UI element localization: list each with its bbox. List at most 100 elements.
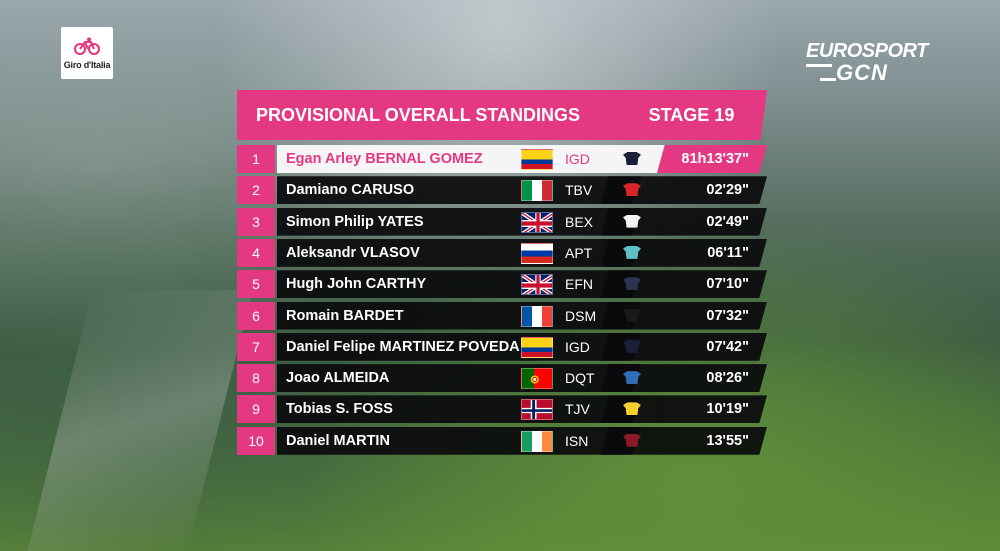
- country-flag-icon: [521, 274, 553, 296]
- rider-strip: [277, 207, 641, 236]
- logo-stripe: [820, 78, 836, 81]
- position-number: 2: [237, 176, 275, 205]
- standings-row: 4 Aleksandr VLASOV APT 06'11": [237, 238, 767, 267]
- gap-time: 13'55": [706, 432, 749, 449]
- team-jersey-icon: [623, 152, 641, 165]
- standings-row: 2 Damiano CARUSO TBV 02'29": [237, 176, 767, 205]
- gap-time: 81h13'37": [681, 151, 749, 167]
- rider-name: Aleksandr VLASOV: [286, 244, 420, 261]
- position-number: 4: [237, 238, 275, 267]
- position-number: 8: [237, 364, 275, 393]
- team-code: TJV: [565, 401, 590, 418]
- time-cell: [657, 176, 767, 205]
- rider-strip: [277, 364, 641, 393]
- rider-name: Daniel Felipe MARTINEZ POVEDA: [286, 338, 520, 355]
- team-code: ISN: [565, 432, 589, 449]
- time-cell: [657, 238, 767, 267]
- cyclist-icon: [74, 37, 100, 58]
- team-code: EFN: [565, 276, 593, 293]
- team-jersey-icon: [623, 308, 641, 322]
- rider-name: Hugh John CARTHY: [286, 276, 427, 293]
- team-jersey-icon: [623, 245, 641, 259]
- country-flag-icon: [521, 368, 553, 390]
- team-code: BEX: [565, 213, 594, 230]
- time-cell: [657, 145, 767, 173]
- stage-label: STAGE 19: [610, 90, 767, 140]
- country-flag-icon: [521, 211, 553, 233]
- gap-time: 10'19": [706, 401, 749, 418]
- giro-logo: Giro d'Italia: [61, 27, 113, 79]
- standings-row: 7 Daniel Felipe MARTINEZ POVEDA IGD 07'42": [237, 332, 767, 361]
- rider-strip: [277, 238, 641, 267]
- team-jersey-icon: [623, 277, 641, 291]
- country-flag-icon: [521, 399, 553, 421]
- giro-logo-text: Giro d'Italia: [63, 59, 111, 70]
- team-code: APT: [565, 244, 593, 261]
- time-cell: [657, 395, 767, 424]
- team-jersey-icon: [623, 339, 641, 353]
- time-cell: [657, 270, 767, 299]
- standings-row: 8 Joao ALMEIDA DQT 08'26": [237, 364, 767, 393]
- rider-name: Egan Arley BERNAL GOMEZ: [286, 151, 483, 167]
- standings-board: PROVISIONAL OVERALL STANDINGS STAGE 19 1…: [237, 90, 767, 460]
- rider-strip: [277, 426, 641, 455]
- rider-name: Daniel MARTIN: [286, 432, 390, 449]
- standings-row: 1 Egan Arley BERNAL GOMEZ IGD 81h13'37": [237, 145, 767, 173]
- rider-strip: [277, 301, 641, 330]
- standings-row: 6 Romain BARDET DSM 07'32": [237, 301, 767, 330]
- position-number: 7: [237, 332, 275, 361]
- country-flag-icon: [521, 180, 553, 202]
- gcn-logo-text: GCN: [836, 60, 888, 85]
- rider-name: Simon Philip YATES: [286, 213, 424, 230]
- position-number: 5: [237, 270, 275, 299]
- team-code: DSM: [565, 307, 597, 324]
- standings-row: 5 Hugh John CARTHY EFN 07'10": [237, 270, 767, 299]
- gap-time: 07'42": [706, 338, 749, 355]
- gap-time: 07'32": [706, 307, 749, 324]
- standings-row: 9 Tobias S. FOSS TJV 10'19": [237, 395, 767, 424]
- team-jersey-icon: [623, 214, 641, 228]
- standings-row: 3 Simon Philip YATES BEX 02'49": [237, 207, 767, 236]
- rider-strip: [277, 145, 641, 173]
- gap-time: 02'29": [706, 182, 749, 199]
- position-number: 9: [237, 395, 275, 424]
- gap-time: 06'11": [707, 244, 749, 261]
- time-cell: [657, 426, 767, 455]
- time-cell: [657, 301, 767, 330]
- time-cell: [657, 332, 767, 361]
- time-cell: [657, 364, 767, 393]
- country-flag-icon: [521, 336, 553, 358]
- gap-time: 02'49": [706, 213, 749, 230]
- rider-name: Romain BARDET: [286, 307, 404, 324]
- position-number: 10: [237, 426, 275, 455]
- position-number: 6: [237, 301, 275, 330]
- standings-row: 10 Daniel MARTIN ISN 13'55": [237, 426, 767, 455]
- team-jersey-icon: [623, 433, 641, 447]
- team-jersey-icon: [623, 183, 641, 197]
- gap-time: 07'10": [706, 276, 749, 293]
- country-flag-icon: [521, 149, 553, 170]
- position-number: 1: [237, 145, 275, 173]
- country-flag-icon: [521, 305, 553, 327]
- rider-name: Joao ALMEIDA: [286, 370, 390, 387]
- team-code: DQT: [565, 370, 595, 387]
- team-jersey-icon: [623, 371, 641, 385]
- rider-strip: [277, 270, 641, 299]
- eurosport-gcn-logo: EUROSPORT GCN: [806, 40, 938, 84]
- rider-strip: [277, 176, 641, 205]
- gap-time: 08'26": [706, 370, 749, 387]
- team-jersey-icon: [623, 402, 641, 416]
- country-flag-icon: [521, 242, 553, 264]
- team-code: TBV: [565, 182, 593, 199]
- rider-name: Damiano CARUSO: [286, 182, 415, 199]
- rider-name: Tobias S. FOSS: [286, 401, 393, 418]
- eurosport-logo-text: EUROSPORT: [806, 40, 928, 62]
- position-number: 3: [237, 207, 275, 236]
- logo-stripe: [806, 64, 832, 67]
- time-cell: [657, 207, 767, 236]
- team-code: IGD: [565, 338, 590, 355]
- board-title: PROVISIONAL OVERALL STANDINGS: [237, 90, 627, 140]
- country-flag-icon: [521, 430, 553, 452]
- team-code: IGD: [565, 151, 590, 167]
- rider-strip: [277, 332, 641, 361]
